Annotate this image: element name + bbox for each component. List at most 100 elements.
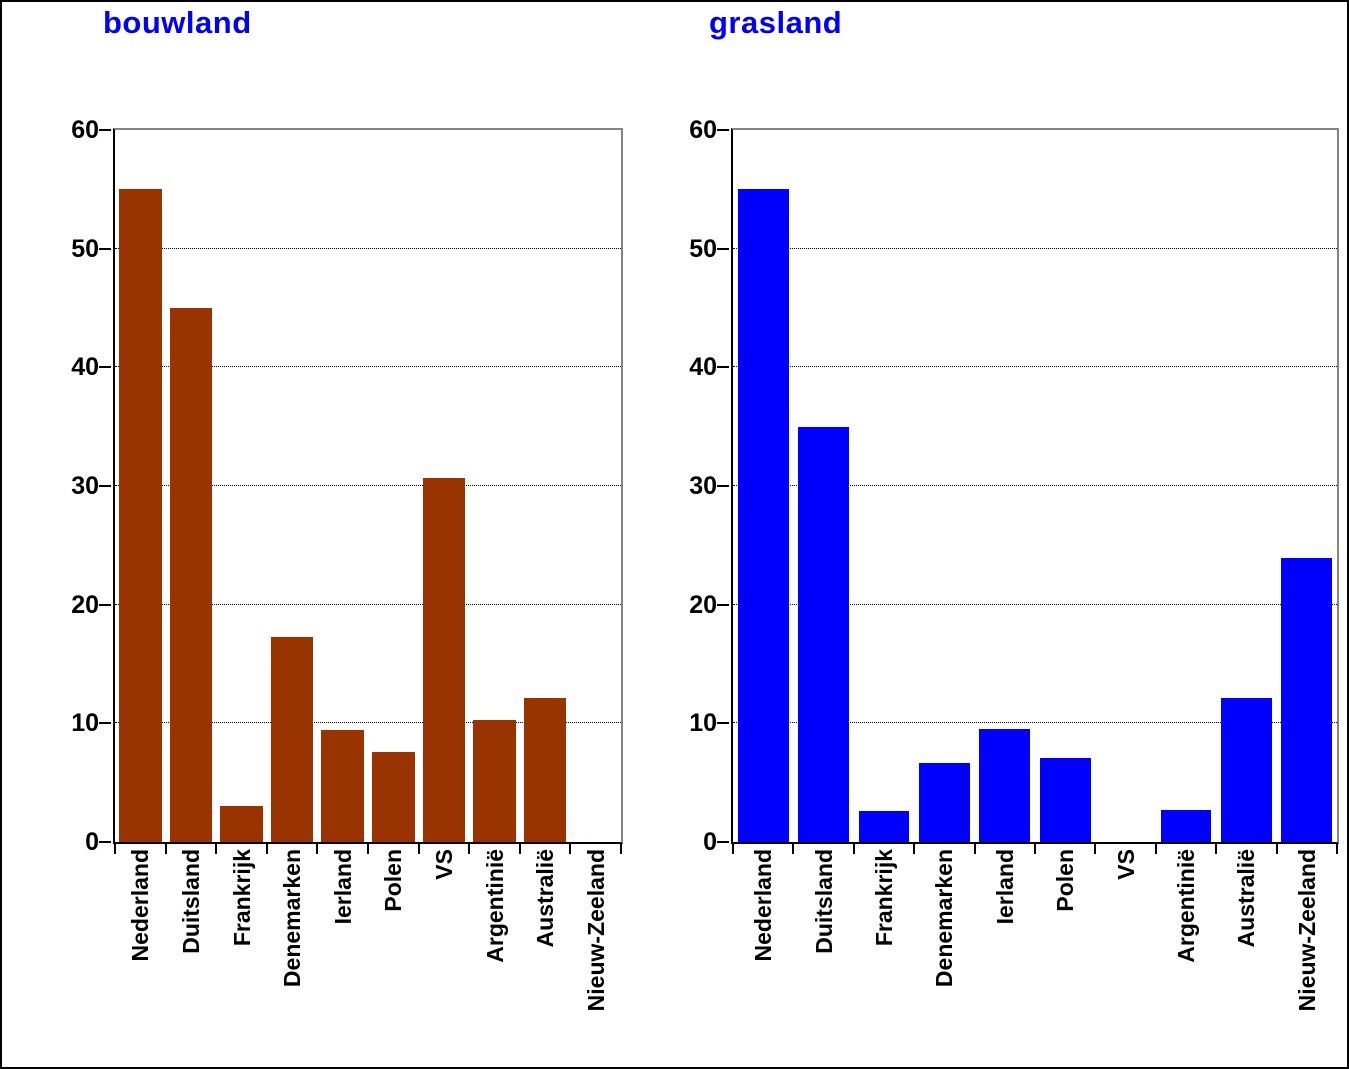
y-tick-50: [717, 247, 729, 250]
y-tick-20: [717, 603, 729, 606]
x-axis-tick: [973, 844, 976, 854]
y-tick-30: [99, 485, 111, 487]
bar-VS: [422, 477, 466, 842]
x-tick-label-Australië: Australië: [532, 849, 559, 948]
gridline-10: [115, 722, 621, 724]
gridline-50: [733, 247, 1337, 249]
x-tick-label-Duitsland: Duitsland: [177, 849, 204, 954]
y-tick-0: [717, 841, 729, 843]
bar-Polen: [372, 751, 415, 842]
x-axis-tick: [913, 844, 916, 854]
y-tick-label-50: 50: [71, 234, 99, 263]
bar-Australië: [1221, 698, 1272, 842]
y-tick-label-10: 10: [71, 709, 99, 738]
y-tick-20: [99, 603, 111, 606]
x-axis-tick: [518, 844, 521, 854]
x-axis-tick: [1094, 844, 1097, 854]
plot-area-grasland: 0 10 20 30 40 50 60 Nederland Duitsland Frankrijk…: [689, 116, 1339, 1011]
bar-Ierland: [979, 729, 1031, 842]
x-axis-tick: [1154, 844, 1157, 854]
gridline-20: [115, 603, 621, 605]
x-axis-tick: [852, 844, 855, 854]
x-axis-tick: [732, 844, 734, 854]
x-axis-tick: [215, 844, 218, 854]
bar-Nederland: [737, 189, 789, 842]
x-tick-label-Nieuw-Zeeland: Nieuw-Zeeland: [1293, 849, 1320, 1012]
x-tick-label-VS: VS: [430, 849, 457, 880]
x-axis-tick: [1336, 844, 1338, 854]
bar-Polen: [1039, 757, 1091, 842]
x-axis-tick: [1215, 844, 1218, 854]
x-tick-label-Denemarken: Denemarken: [931, 849, 958, 988]
x-tick-label-Nederland: Nederland: [750, 849, 777, 962]
y-tick-label-0: 0: [85, 828, 99, 856]
bar-Denemarken: [919, 762, 970, 842]
x-axis-tick: [468, 844, 471, 854]
bar-Argentinië: [1160, 809, 1212, 842]
gridline-10: [733, 722, 1337, 724]
y-tick-label-40: 40: [689, 353, 717, 382]
y-tick-40: [717, 366, 729, 369]
y-tick-label-30: 30: [689, 472, 717, 500]
y-tick-label-20: 20: [689, 590, 717, 619]
gridline-50: [115, 247, 621, 249]
y-tick-40: [99, 366, 111, 369]
gridline-30: [115, 485, 621, 486]
x-tick-label-Ierland: Ierland: [991, 849, 1018, 925]
y-tick-label-30: 30: [71, 472, 99, 500]
x-tick-label-Frankrijk: Frankrijk: [871, 849, 897, 947]
y-tick-label-60: 60: [689, 116, 717, 144]
x-axis-tick: [792, 844, 795, 854]
x-axis-tick: [1034, 844, 1036, 854]
x-axis-tick: [114, 844, 116, 854]
x-axis-tick: [265, 844, 268, 854]
x-tick-label-Frankrijk: Frankrijk: [228, 849, 255, 947]
gridline-40: [733, 366, 1337, 368]
y-tick-30: [717, 485, 729, 487]
gridline-20: [733, 603, 1337, 605]
y-tick-label-0: 0: [703, 828, 717, 856]
bar-Frankrijk: [858, 811, 910, 842]
x-tick-label-Denemarken: Denemarken: [279, 849, 306, 988]
bar-Ierland: [321, 730, 364, 842]
bar-Duitsland: [169, 308, 213, 842]
x-axis-tick: [417, 844, 420, 854]
x-axis-tick: [316, 844, 319, 854]
bar-Denemarken: [270, 636, 314, 842]
gridline-30: [733, 485, 1337, 486]
bar-Australië: [523, 698, 567, 842]
x-tick-label-Polen: Polen: [1052, 849, 1079, 912]
chart-title-bouwland: bouwland: [103, 5, 252, 40]
bar-Nederland: [119, 189, 162, 842]
bar-Duitsland: [798, 426, 849, 842]
x-tick-label-Argentinië: Argentinië: [481, 849, 508, 963]
x-tick-label-Ierland: Ierland: [329, 849, 356, 925]
gridline-40: [115, 366, 621, 368]
y-tick-60: [717, 129, 729, 131]
y-tick-label-40: 40: [71, 353, 99, 382]
y-tick-10: [99, 722, 111, 725]
y-tick-60: [99, 129, 111, 131]
y-tick-label-60: 60: [71, 116, 99, 144]
x-axis-tick: [367, 844, 369, 854]
x-tick-label-Nieuw-Zeeland: Nieuw-Zeeland: [582, 849, 609, 1012]
y-tick-label-10: 10: [689, 709, 717, 738]
bar-Frankrijk: [220, 806, 263, 842]
y-tick-50: [99, 247, 111, 250]
bar-Nieuw-Zeeland: [1281, 558, 1333, 842]
x-axis-tick: [620, 844, 622, 854]
chart-title-grasland: grasland: [709, 5, 843, 40]
x-tick-label-Polen: Polen: [380, 849, 407, 912]
x-axis-tick: [164, 844, 167, 854]
y-tick-label-50: 50: [689, 234, 717, 263]
plot-area-bouwland: 0 10 20 30 40 50 60 Nederland Duitsland Frankrijk…: [71, 116, 623, 1011]
x-tick-label-Australië: Australië: [1233, 849, 1260, 948]
bar-Argentinië: [473, 719, 516, 842]
x-axis-tick: [569, 844, 572, 854]
y-tick-10: [717, 722, 729, 725]
x-tick-label-Nederland: Nederland: [127, 849, 154, 962]
x-axis-tick: [1275, 844, 1278, 854]
x-tick-label-VS: VS: [1112, 849, 1139, 880]
y-tick-label-20: 20: [71, 590, 99, 619]
